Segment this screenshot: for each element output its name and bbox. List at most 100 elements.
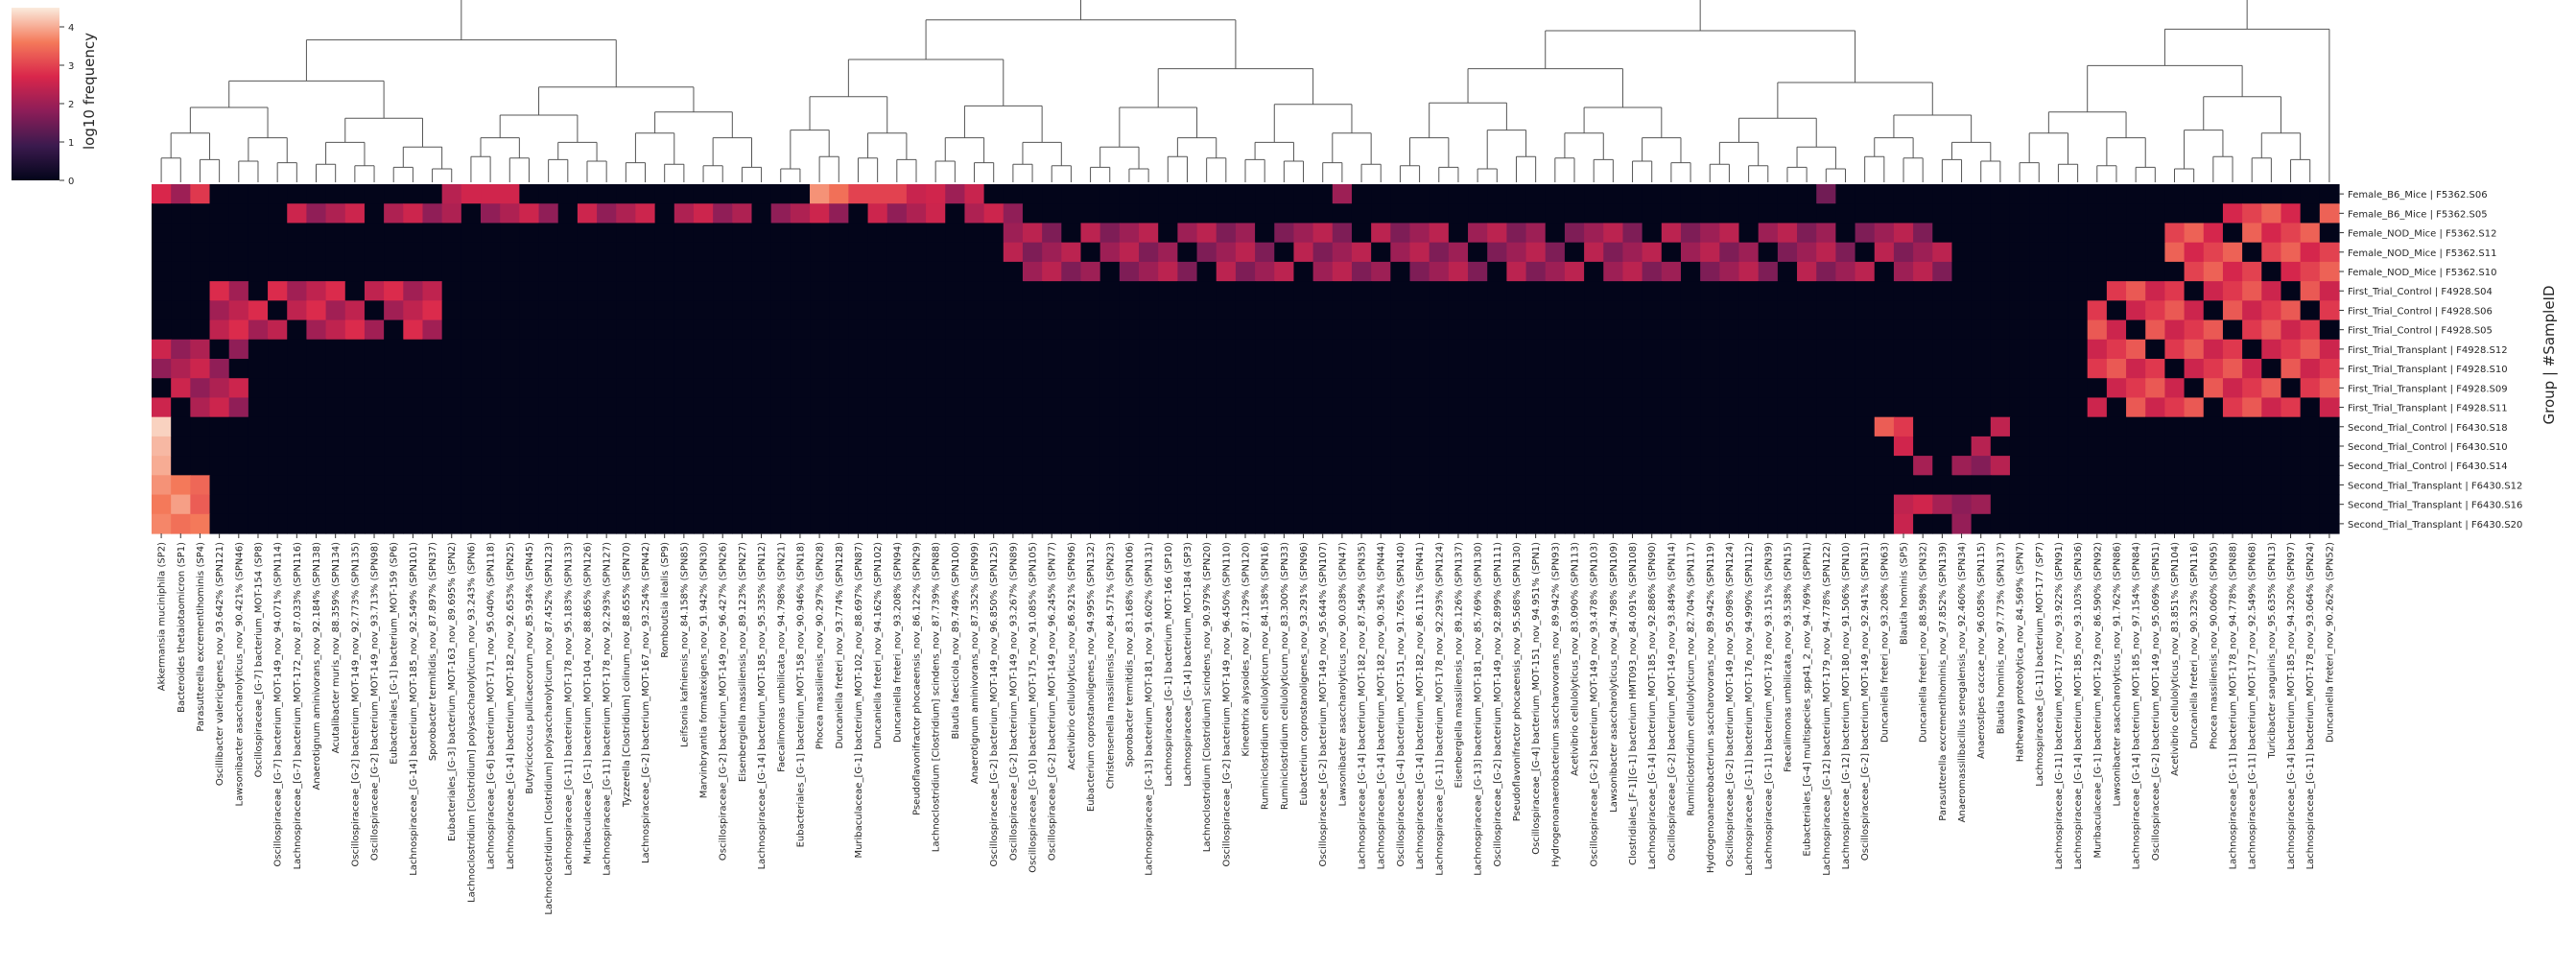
heatmap-cell bbox=[500, 378, 520, 399]
heatmap-cell bbox=[1042, 300, 1062, 321]
heatmap-cell bbox=[500, 203, 520, 224]
heatmap-cell bbox=[1622, 359, 1643, 379]
heatmap-cell bbox=[190, 281, 211, 301]
heatmap-cell bbox=[1816, 339, 1836, 360]
heatmap-cell bbox=[2029, 203, 2049, 224]
heatmap-cell bbox=[1680, 513, 1701, 534]
heatmap-cell bbox=[1622, 494, 1643, 515]
heatmap-cell bbox=[1680, 475, 1701, 496]
heatmap-cell bbox=[209, 359, 230, 379]
heatmap-cell bbox=[2319, 513, 2340, 534]
heatmap-cell bbox=[1738, 397, 1760, 418]
heatmap-cell bbox=[770, 359, 792, 379]
heatmap-cell bbox=[171, 378, 191, 399]
heatmap-cell bbox=[1913, 242, 1933, 263]
heatmap-cell bbox=[597, 339, 617, 360]
heatmap-cell bbox=[1409, 378, 1430, 399]
heatmap-cell bbox=[1119, 339, 1140, 360]
heatmap-cell bbox=[1487, 378, 1507, 399]
heatmap-cell bbox=[2068, 494, 2089, 515]
column-label: Duncaniella freteri_nov_94.162% (SPN102) bbox=[873, 542, 884, 749]
heatmap-cell bbox=[2300, 416, 2321, 437]
heatmap-cell bbox=[1158, 242, 1178, 263]
row-label: Female_NOD_Mice | F5362.S12 bbox=[2348, 229, 2496, 240]
heatmap-cell bbox=[287, 475, 308, 496]
heatmap-cell bbox=[1700, 261, 1720, 282]
heatmap-cell bbox=[1700, 378, 1720, 399]
heatmap-cell bbox=[1855, 494, 1876, 515]
heatmap-cell bbox=[2184, 319, 2205, 341]
heatmap-cell bbox=[1797, 397, 1817, 418]
heatmap-cell bbox=[268, 456, 288, 476]
heatmap-cell bbox=[1738, 319, 1760, 341]
row-label: Second_Trial_Transplant | F6430.S12 bbox=[2348, 481, 2522, 491]
heatmap-cell bbox=[790, 281, 811, 301]
heatmap-cell bbox=[674, 475, 695, 496]
heatmap-cell bbox=[1332, 223, 1353, 244]
heatmap-cell bbox=[1622, 184, 1643, 204]
heatmap-cell bbox=[2126, 397, 2146, 418]
heatmap-cell bbox=[1564, 319, 1585, 341]
heatmap-cell bbox=[1409, 300, 1430, 321]
heatmap-cell bbox=[287, 223, 308, 244]
heatmap-cell bbox=[209, 494, 230, 515]
heatmap-cell bbox=[2145, 242, 2166, 263]
heatmap-cell bbox=[1487, 475, 1507, 496]
heatmap-cell bbox=[1390, 475, 1411, 496]
heatmap-cell bbox=[2145, 261, 2166, 282]
heatmap-cell bbox=[1525, 456, 1547, 476]
heatmap-cell bbox=[867, 494, 888, 515]
heatmap-cell bbox=[770, 475, 792, 496]
column-label: Oscillospiraceae_[G-2] bacterium_MOT-149… bbox=[1666, 542, 1677, 861]
heatmap-cell bbox=[1835, 242, 1856, 263]
heatmap-cell bbox=[1971, 416, 1992, 437]
heatmap-cell bbox=[1893, 281, 1914, 301]
heatmap-cell bbox=[2261, 436, 2282, 457]
heatmap-cell bbox=[1119, 494, 1140, 515]
heatmap-cell bbox=[1139, 184, 1159, 204]
heatmap-cell bbox=[945, 456, 966, 476]
column-label: Marvinbryantia formatexigens_nov_91.942%… bbox=[699, 542, 710, 798]
heatmap-cell bbox=[228, 203, 249, 224]
heatmap-cell bbox=[1913, 184, 1933, 204]
heatmap-cell bbox=[2164, 475, 2186, 496]
column-label: Muribaculaceae_[G-1] bacterium_MOT-129_n… bbox=[2092, 542, 2103, 859]
heatmap-cell bbox=[945, 339, 966, 360]
heatmap-cell bbox=[1332, 319, 1353, 341]
heatmap-cell bbox=[577, 281, 598, 301]
heatmap-cell bbox=[268, 223, 288, 244]
heatmap-cell bbox=[732, 261, 753, 282]
heatmap-cell bbox=[422, 242, 443, 263]
heatmap-cell bbox=[1061, 261, 1082, 282]
heatmap-cell bbox=[1584, 456, 1604, 476]
heatmap-cell bbox=[1661, 184, 1682, 204]
heatmap-cell bbox=[1312, 203, 1334, 224]
heatmap-cell bbox=[790, 339, 811, 360]
heatmap-cell bbox=[616, 300, 637, 321]
heatmap-cell bbox=[422, 513, 443, 534]
heatmap-cell bbox=[867, 456, 888, 476]
heatmap-cell bbox=[616, 184, 637, 204]
heatmap-cell bbox=[2126, 203, 2146, 224]
heatmap-cell bbox=[1797, 319, 1817, 341]
heatmap-cell bbox=[829, 436, 849, 457]
heatmap-cell bbox=[1971, 281, 1992, 301]
heatmap-cell bbox=[810, 203, 830, 224]
heatmap-cell bbox=[1099, 416, 1121, 437]
heatmap-cell bbox=[2068, 261, 2089, 282]
heatmap-cell bbox=[2009, 203, 2030, 224]
heatmap-cell bbox=[2242, 397, 2262, 418]
heatmap-cell bbox=[1777, 339, 1798, 360]
heatmap-cell bbox=[906, 242, 927, 263]
heatmap-cell bbox=[1797, 378, 1817, 399]
heatmap-cell bbox=[770, 319, 792, 341]
heatmap-cell bbox=[654, 397, 675, 418]
heatmap-cell bbox=[1448, 494, 1469, 515]
heatmap-cell bbox=[616, 475, 637, 496]
heatmap-cell bbox=[597, 203, 617, 224]
heatmap-cell bbox=[2184, 242, 2205, 263]
heatmap-cell bbox=[171, 494, 191, 515]
heatmap-cell bbox=[1196, 475, 1217, 496]
heatmap-cell bbox=[171, 261, 191, 282]
heatmap-cell bbox=[1080, 184, 1101, 204]
